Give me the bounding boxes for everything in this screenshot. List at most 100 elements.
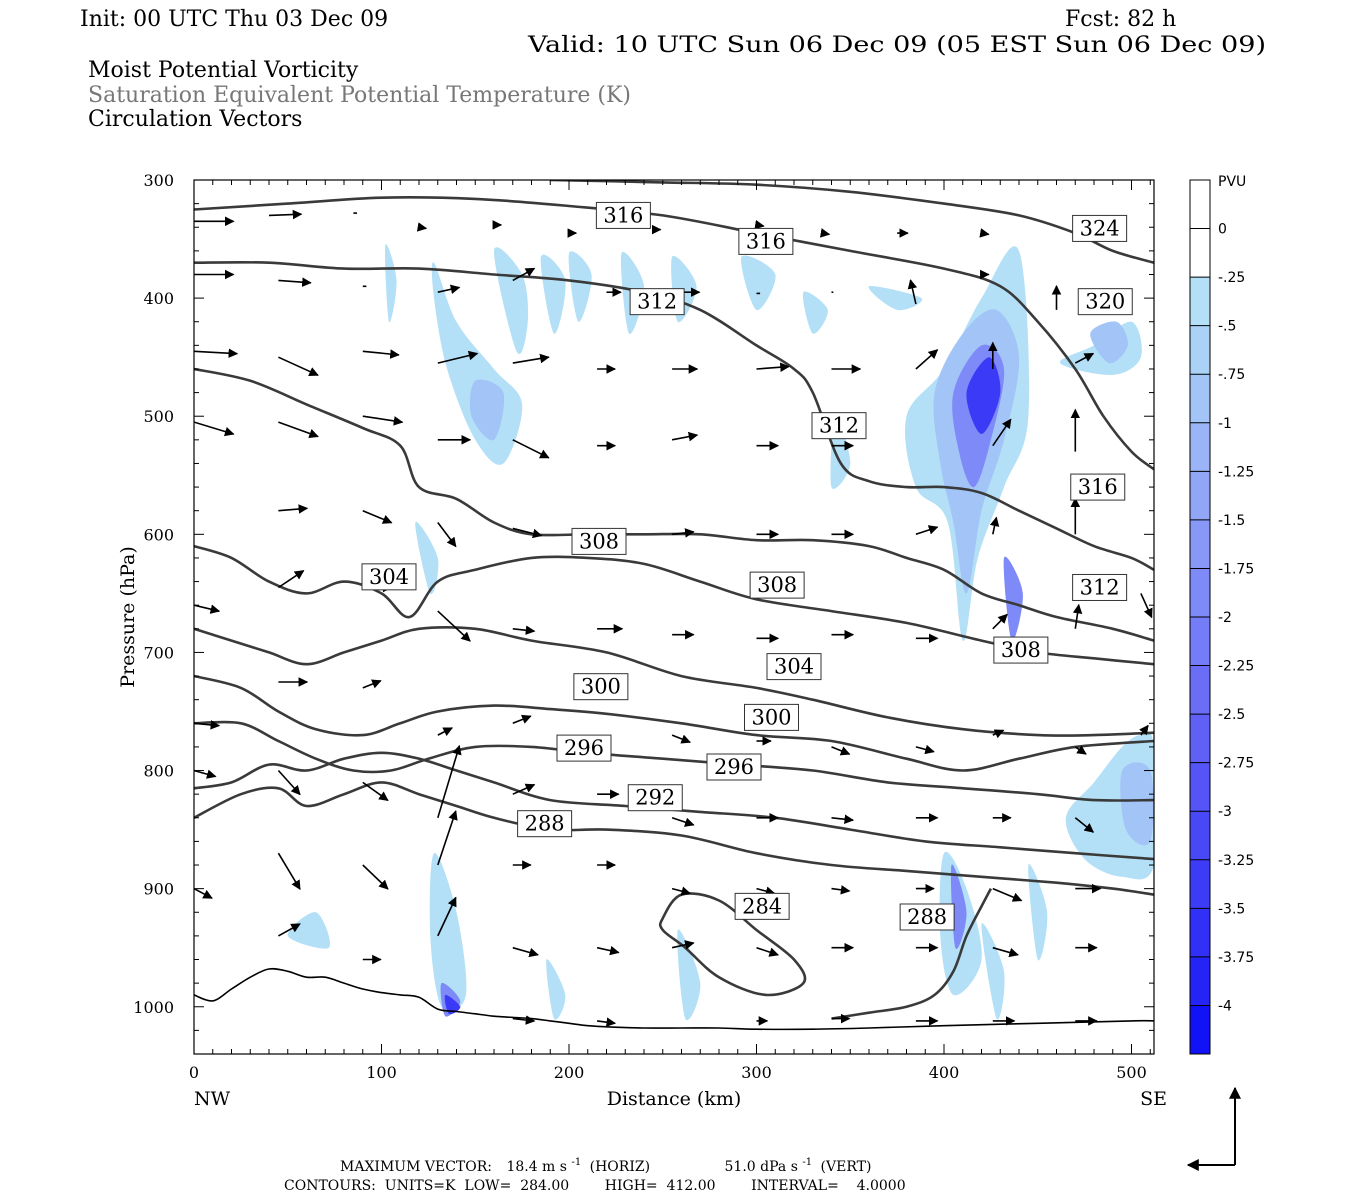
circulation-vector xyxy=(512,527,543,539)
circulation-vector xyxy=(992,613,1008,630)
circulation-vector xyxy=(831,814,855,825)
y-tick-label: 600 xyxy=(143,525,174,544)
circulation-vector xyxy=(915,525,939,536)
horiz-value: 18.4 m s xyxy=(506,1159,567,1175)
circulation-vector xyxy=(362,509,393,524)
contour-label: 296 xyxy=(714,755,754,779)
contour-label: 296 xyxy=(564,736,604,760)
contour-label: 316 xyxy=(1078,475,1118,499)
circulation-vector xyxy=(672,528,695,538)
x-tick-label: 0 xyxy=(189,1063,199,1082)
colorbar-label: -.75 xyxy=(1218,367,1245,383)
contour-label: 316 xyxy=(603,203,643,227)
contour-label-box xyxy=(629,288,685,316)
colorbar-label: -2.5 xyxy=(1218,707,1245,723)
mpv-region xyxy=(677,929,701,1021)
vert-value: 51.0 dPa s xyxy=(725,1159,798,1175)
circulation-vector xyxy=(278,421,319,439)
circulation-vector xyxy=(756,362,790,373)
circulation-vector xyxy=(437,522,457,548)
circulation-vector xyxy=(277,852,301,891)
mpv-region xyxy=(287,912,331,949)
theta-contour-line xyxy=(194,626,1154,737)
contour-label-box xyxy=(766,653,822,681)
mpv-region xyxy=(981,923,1005,1020)
max-vector-line: MAXIMUM VECTOR: 18.4 m s -1 (HORIZ) 51.0… xyxy=(340,1153,871,1175)
vert-suffix: (VERT) xyxy=(821,1159,872,1175)
colorbar-label: -1 xyxy=(1218,416,1232,432)
x-end-label-nw: NW xyxy=(194,1088,231,1110)
circulation-vector xyxy=(671,940,695,950)
circulation-vector xyxy=(992,946,1019,958)
colorbar-label: -3.25 xyxy=(1218,853,1254,869)
circulation-vector xyxy=(278,923,301,937)
contour-label: 312 xyxy=(637,290,677,314)
theta-contour-line xyxy=(658,892,807,997)
colorbar-swatch xyxy=(1190,277,1210,327)
colorbar-label: -.25 xyxy=(1218,270,1245,286)
circulation-vector xyxy=(1140,593,1153,619)
mpv-region xyxy=(868,286,923,311)
x-tick-label: 400 xyxy=(929,1063,960,1082)
circulation-vectors xyxy=(194,209,1153,1027)
contour-label-box xyxy=(744,703,799,731)
contour-label-box xyxy=(749,571,805,599)
theta-contour-line xyxy=(831,887,993,1020)
mpv-region xyxy=(384,243,397,323)
circulation-vector xyxy=(194,887,213,899)
y-tick-label: 700 xyxy=(143,643,174,662)
mpv-region xyxy=(1003,556,1023,642)
theta-contour-line xyxy=(194,674,1154,772)
circulation-vector xyxy=(907,279,918,305)
circulation-vector xyxy=(1139,724,1149,736)
x-axis-title: Distance (km) xyxy=(607,1088,742,1110)
horiz-suffix: (HORIZ) xyxy=(590,1159,650,1175)
x-tick-label: 100 xyxy=(366,1063,397,1082)
theta-contour-line xyxy=(194,260,1154,571)
circulation-vector xyxy=(819,228,831,238)
contour-label: 288 xyxy=(525,812,565,836)
colorbar: 0 -.25 -.5 -.75 -1 -1.25 -1.5 -1.75 -2 -2.25 -2.5 -… xyxy=(1189,179,1254,1055)
circulation-vector xyxy=(416,222,428,232)
circulation-vector xyxy=(831,885,851,895)
circulation-vector xyxy=(1072,603,1083,629)
circulation-vector xyxy=(437,284,461,294)
contour-label: 284 xyxy=(742,894,782,918)
mpv-region xyxy=(469,379,505,441)
field-title-mpv: Moist Potential Vorticity xyxy=(88,58,359,83)
contour-label: 324 xyxy=(1080,216,1120,240)
init-time: Init: 00 UTC Thu 03 Dec 09 xyxy=(80,7,388,32)
colorbar-swatch xyxy=(1190,325,1210,375)
contour-label-box xyxy=(595,201,651,229)
circulation-vector xyxy=(671,734,691,744)
circulation-vector xyxy=(278,504,309,514)
colorbar-label: -3 xyxy=(1218,804,1232,820)
circulation-vector xyxy=(512,439,550,459)
mpv-region xyxy=(546,959,566,1020)
mpv-region xyxy=(415,521,439,595)
forecast-hour: Fcst: 82 h xyxy=(1065,7,1176,32)
mpv-region xyxy=(444,994,461,1015)
contour-label: 304 xyxy=(774,655,814,679)
contour-label-box xyxy=(899,903,955,931)
mpv-region xyxy=(540,254,566,334)
circulation-vector xyxy=(437,350,479,364)
circulation-vector xyxy=(596,1017,617,1027)
contour-label: 316 xyxy=(746,229,786,253)
contour-label-box xyxy=(1072,573,1128,601)
colorbar-swatch xyxy=(1190,956,1210,1006)
terrain-surface xyxy=(194,967,1154,1031)
contour-label-box xyxy=(627,784,683,812)
mpv-region xyxy=(429,852,467,1012)
circulation-vector xyxy=(277,769,301,796)
contour-label-box xyxy=(1077,288,1133,316)
circulation-vector xyxy=(437,727,453,737)
theta-contour-line xyxy=(550,180,1154,264)
colorbar-swatch xyxy=(1190,519,1210,569)
circulation-vector xyxy=(512,1015,536,1025)
colorbar-swatch xyxy=(1190,180,1210,230)
circulation-vector xyxy=(277,570,305,589)
x-tick-label: 200 xyxy=(554,1063,585,1082)
colorbar-swatch xyxy=(1190,471,1210,521)
mpv-region xyxy=(1028,863,1048,961)
